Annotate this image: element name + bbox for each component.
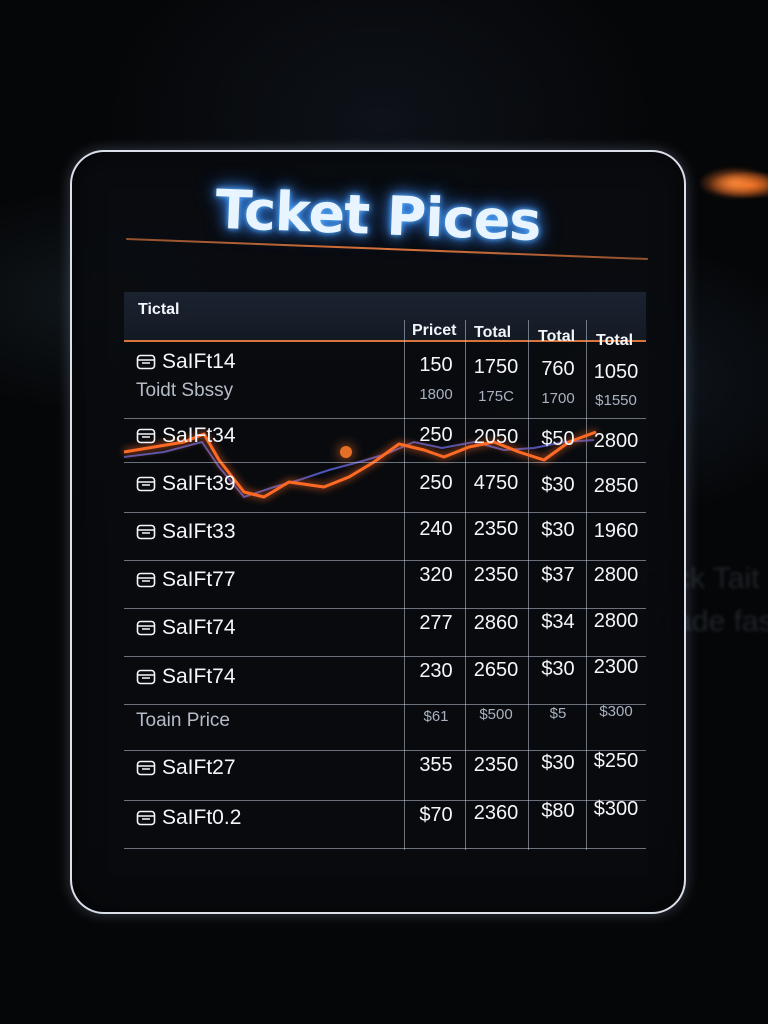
total-cell: $30 (541, 519, 575, 541)
price-cell: 277 (419, 612, 453, 634)
table-row[interactable]: SaIFt74 (136, 616, 236, 640)
price-cell: 320 (419, 564, 453, 586)
total-sub-cell: $5 (549, 705, 567, 722)
table-header (124, 292, 646, 340)
price-cell: $70 (419, 804, 453, 826)
table-row[interactable]: SaIFt34 (136, 424, 236, 448)
column-header-name[interactable]: Tictal (138, 301, 180, 318)
total-cell: $50 (541, 428, 575, 450)
total-cell: $30 (541, 474, 575, 496)
header-divider (124, 340, 646, 342)
prices-table: Tictal Pricet Total Total Total (123, 292, 646, 852)
row-name-text: SaIFt34 (162, 424, 236, 447)
total-cell: 2360 (473, 802, 519, 824)
column-divider (528, 320, 529, 850)
column-header-price[interactable]: Pricet (412, 322, 457, 339)
row-sub-label: Toain Price (136, 710, 230, 731)
total-cell: $34 (541, 611, 575, 633)
table-row[interactable]: SaIFt74 (136, 665, 236, 689)
total-cell: 2350 (473, 564, 519, 586)
row-name-text: SaIFt39 (162, 472, 236, 495)
table-row[interactable]: SaIFt0.2 (136, 806, 241, 830)
total-sub-cell: 1700 (541, 390, 575, 407)
column-header-total-2[interactable]: Total (538, 328, 576, 345)
total-sub-cell: $300 (599, 703, 633, 720)
total-cell: 2800 (593, 610, 639, 632)
ticket-icon (136, 572, 156, 588)
total-sub-cell: 175C (478, 388, 514, 405)
background-light (700, 168, 768, 198)
total-sub-cell: $1550 (595, 392, 637, 409)
table-row[interactable]: SaIFt27 (136, 756, 236, 780)
table-row[interactable]: SaIFt39 (136, 472, 236, 496)
row-divider (124, 848, 646, 849)
ticket-icon (136, 354, 156, 370)
row-divider (124, 704, 646, 705)
total-cell: 2800 (593, 430, 639, 452)
ticket-icon (136, 810, 156, 826)
row-name-text: SaIFt33 (162, 520, 236, 543)
total-cell: 1050 (593, 361, 639, 383)
row-divider (124, 750, 646, 751)
ticket-icon (136, 428, 156, 444)
total-sub-cell: $500 (479, 706, 513, 723)
row-divider (124, 656, 646, 657)
row-name-text: SaIFt74 (162, 665, 236, 688)
total-cell: 4750 (473, 472, 519, 494)
ticket-icon (136, 524, 156, 540)
total-cell: 2050 (473, 426, 519, 448)
total-cell: 2650 (473, 659, 519, 681)
price-cell: 230 (419, 660, 453, 682)
ticket-prices-panel: Tcket Pices Tictal Pricet Total Total To… (70, 150, 686, 914)
row-name-text: SaIFt74 (162, 616, 236, 639)
column-divider (465, 320, 466, 850)
total-cell: 2350 (473, 518, 519, 540)
column-header-total-1[interactable]: Total (474, 324, 512, 341)
price-cell: 150 (419, 354, 453, 376)
total-cell: $37 (541, 564, 575, 586)
total-cell: $80 (541, 800, 575, 822)
table-row[interactable]: SaIFt77 (136, 568, 236, 592)
row-name-text: SaIFt77 (162, 568, 236, 591)
row-name-text: SaIFt14 (162, 350, 236, 373)
price-sub-cell: $61 (423, 708, 449, 725)
page-title: Tcket Pices (214, 177, 542, 254)
row-divider (124, 560, 646, 561)
total-cell: 2350 (473, 754, 519, 776)
row-divider (124, 608, 646, 609)
price-cell: 250 (419, 472, 453, 494)
ticket-icon (136, 476, 156, 492)
row-name-text: SaIFt27 (162, 756, 236, 779)
row-name-text: SaIFt0.2 (162, 806, 242, 829)
row-sub-label: Toidt Sbssy (136, 380, 234, 401)
row-divider (124, 418, 646, 419)
price-cell: 250 (419, 424, 453, 446)
total-cell: 760 (541, 358, 575, 380)
total-cell: 2850 (593, 475, 639, 497)
total-cell: 2860 (473, 612, 519, 634)
row-divider (124, 512, 646, 513)
row-divider (124, 462, 646, 463)
row-divider (124, 800, 646, 801)
total-cell: 1960 (593, 520, 639, 542)
column-divider (586, 320, 587, 850)
table-row[interactable]: SaIFt14 (136, 350, 236, 374)
column-divider (404, 320, 405, 850)
price-cell: 355 (419, 754, 453, 776)
price-sub-cell: 1800 (419, 386, 453, 403)
ticket-icon (136, 620, 156, 636)
total-cell: 2800 (593, 564, 639, 586)
table-row[interactable]: SaIFt33 (136, 520, 236, 544)
total-cell: $30 (541, 658, 575, 680)
ticket-icon (136, 669, 156, 685)
column-header-total-3[interactable]: Total (596, 332, 634, 349)
total-cell: $250 (593, 750, 639, 772)
total-cell: $300 (593, 798, 639, 820)
price-cell: 240 (419, 518, 453, 540)
total-cell: $30 (541, 752, 575, 774)
total-cell: 2300 (593, 656, 639, 678)
ticket-icon (136, 760, 156, 776)
total-cell: 1750 (473, 356, 519, 378)
